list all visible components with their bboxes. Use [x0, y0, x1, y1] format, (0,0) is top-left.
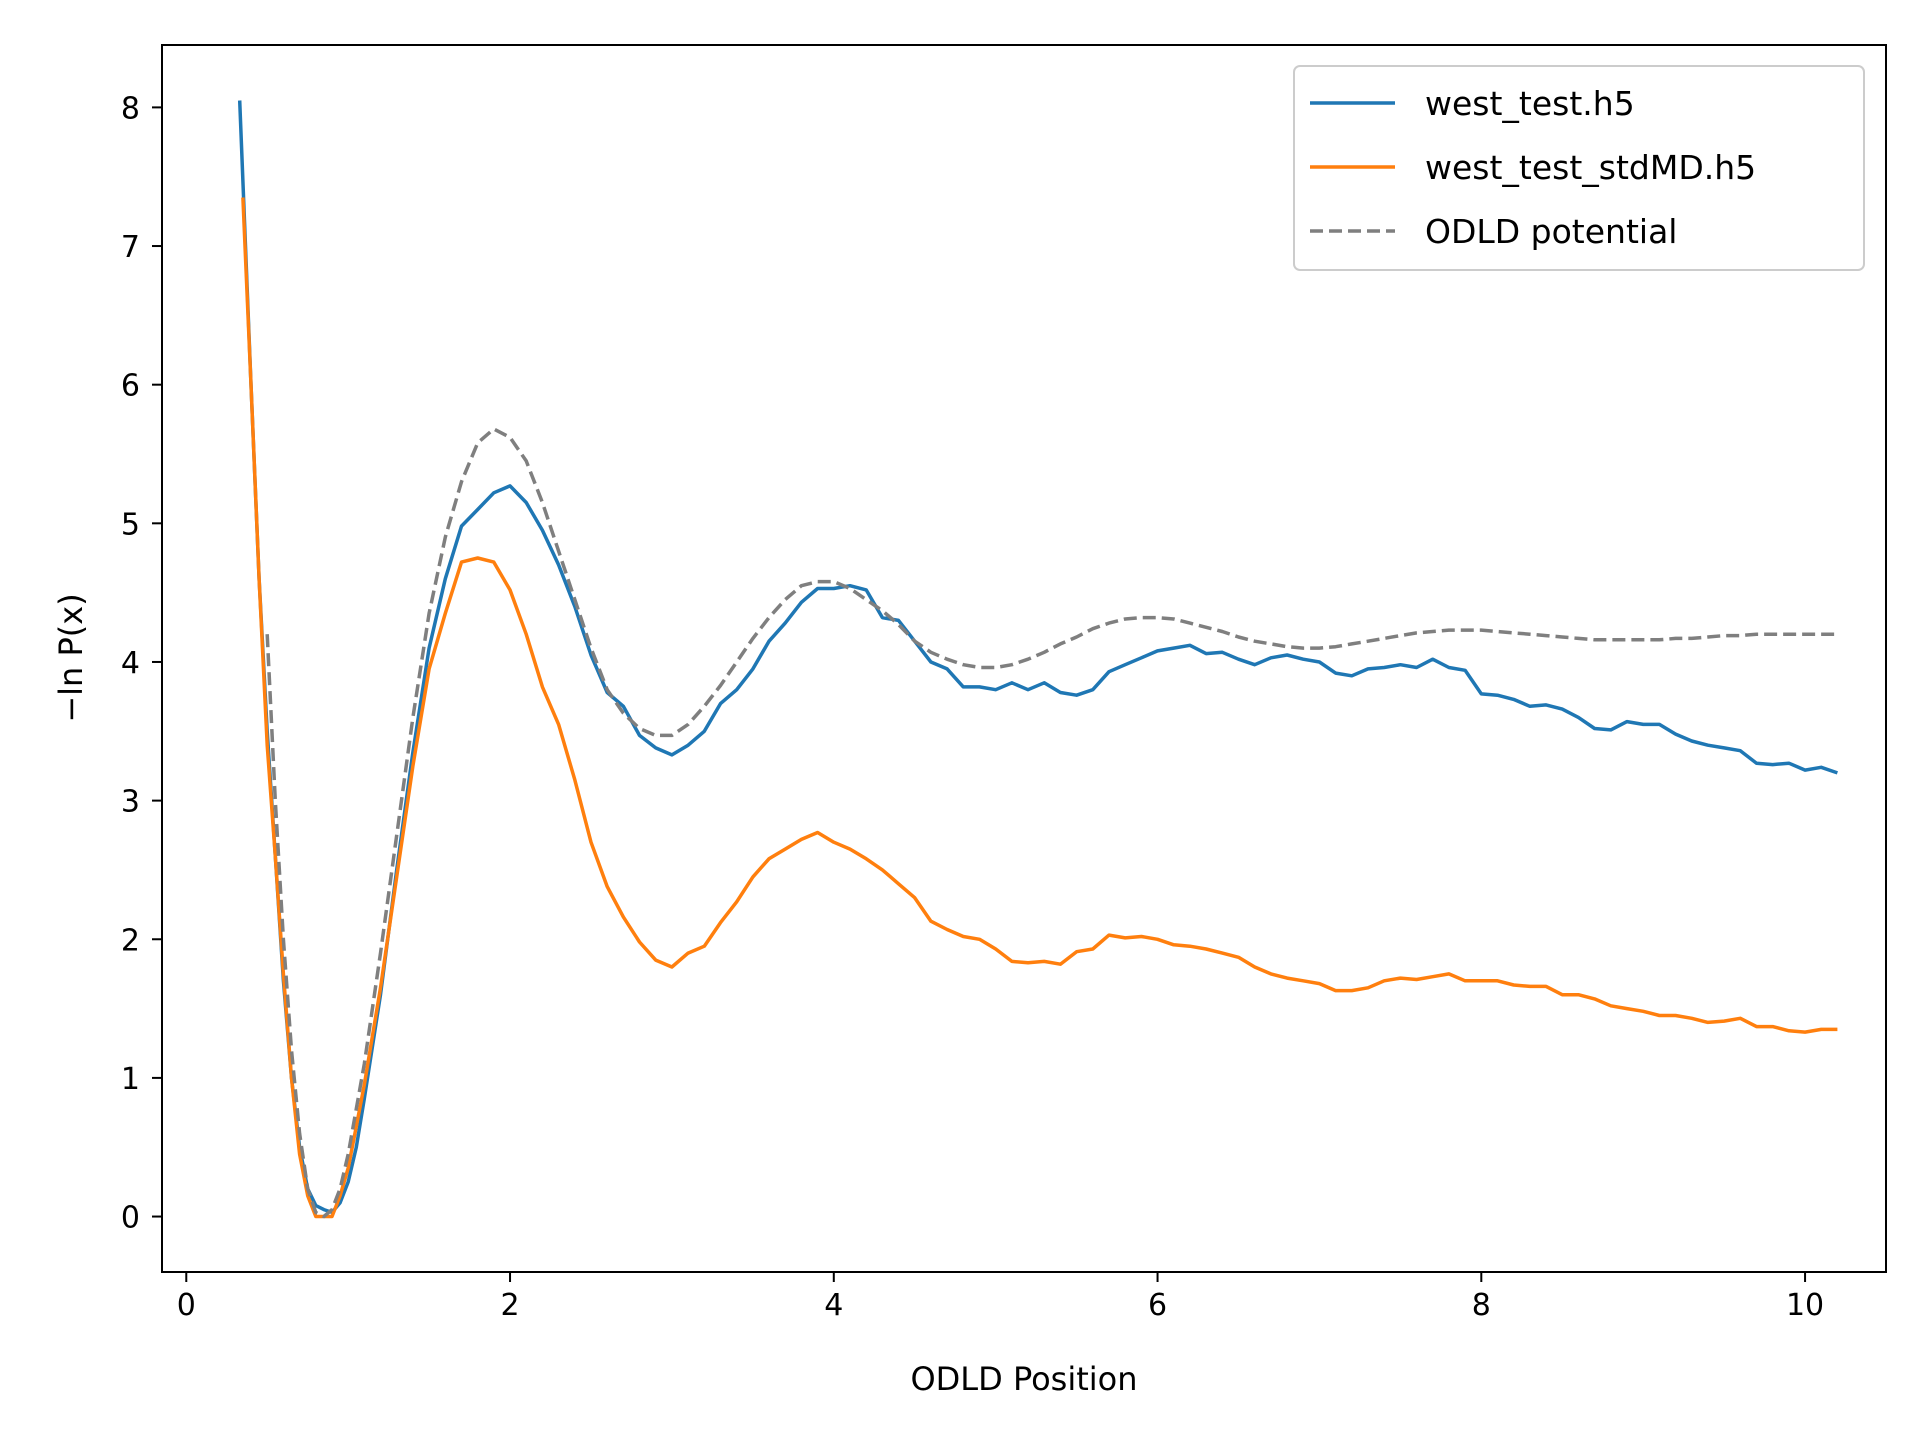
y-tick-label: 7 — [121, 230, 140, 265]
x-tick-label: 0 — [177, 1288, 196, 1323]
x-tick-label: 8 — [1472, 1288, 1491, 1323]
y-tick-label: 5 — [121, 507, 140, 542]
legend-label: west_test.h5 — [1425, 84, 1635, 123]
legend-label: ODLD potential — [1425, 212, 1677, 251]
series-layer — [237, 100, 1838, 1219]
x-tick-label: 4 — [824, 1288, 843, 1323]
y-tick-label: 0 — [121, 1201, 140, 1236]
legend: west_test.h5 west_test_stdMD.h5 ODLD poten… — [1293, 65, 1865, 271]
x-axis-ticks: 0 2 4 6 8 10 — [177, 1272, 1824, 1323]
series-line-odld-potential — [265, 427, 1838, 1219]
y-tick-label: 4 — [121, 646, 140, 681]
legend-label: west_test_stdMD.h5 — [1425, 148, 1756, 187]
x-tick-label: 10 — [1786, 1288, 1824, 1323]
y-tick-label: 8 — [121, 91, 140, 126]
y-tick-label: 6 — [121, 369, 140, 404]
y-tick-label: 2 — [121, 923, 140, 958]
x-tick-label: 2 — [500, 1288, 519, 1323]
x-tick-label: 6 — [1148, 1288, 1167, 1323]
legend-box — [1293, 65, 1865, 271]
y-tick-label: 1 — [121, 1062, 140, 1097]
y-axis-ticks: 0 1 2 3 4 5 6 7 8 — [121, 91, 162, 1236]
series-line-west-test-stdmd-h5 — [241, 197, 1838, 1219]
x-axis-label: ODLD Position — [910, 1360, 1137, 1398]
y-tick-label: 3 — [121, 785, 140, 820]
y-axis-label: −ln P(x) — [52, 593, 90, 722]
plot-frame — [161, 44, 1887, 1273]
